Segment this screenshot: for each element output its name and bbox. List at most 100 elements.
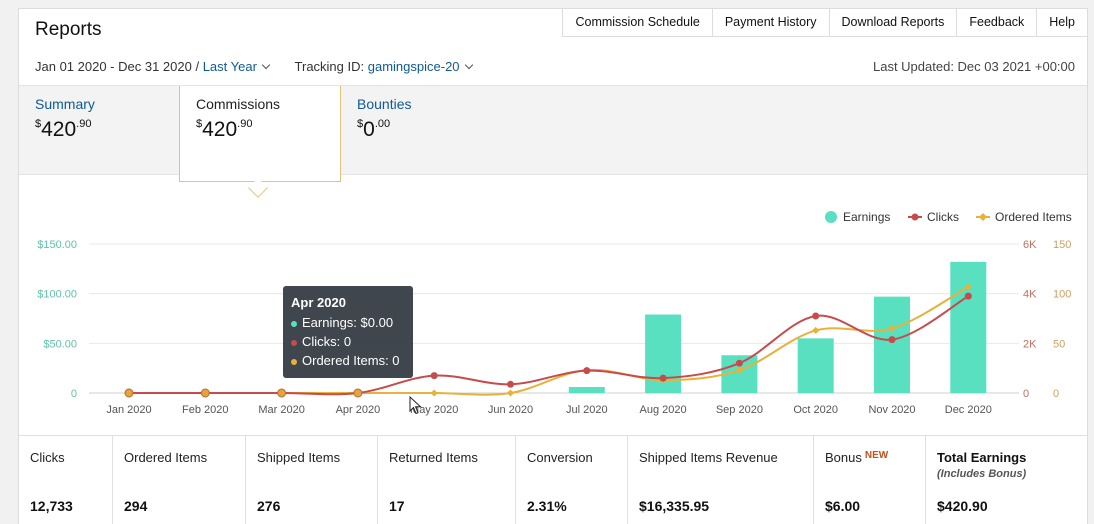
summary-tabs: Summary $420.90 Commissions $420.90 Boun… xyxy=(19,85,1087,182)
total-earnings-label: Total Earnings xyxy=(937,450,1027,465)
amount-whole: 0 xyxy=(363,118,375,141)
x-tick-label: Jan 2020 xyxy=(106,404,151,416)
x-tick-label: May 2020 xyxy=(410,404,458,416)
date-preset-dropdown[interactable]: Last Year xyxy=(203,59,271,74)
legend-label: Earnings xyxy=(843,210,890,224)
x-tick-label: Jul 2020 xyxy=(566,404,608,416)
stat-returned-items: Returned Items 17 xyxy=(378,436,516,524)
earnings-bar xyxy=(950,261,987,393)
tooltip-earnings-text: Earnings: $0.00 xyxy=(302,315,394,330)
download-reports-link[interactable]: Download Reports xyxy=(828,9,957,37)
stat-label: Conversion xyxy=(527,450,593,465)
y-tick-clicks: 2K xyxy=(1023,338,1037,350)
tooltip-earnings: Earnings: $0.00 xyxy=(291,315,405,330)
x-tick-label: Apr 2020 xyxy=(336,404,381,416)
x-tick-label: Nov 2020 xyxy=(868,404,915,416)
tooltip-ordered: Ordered Items: 0 xyxy=(291,353,405,368)
highlight-point xyxy=(353,388,363,398)
highlight-point xyxy=(124,388,134,398)
new-badge: NEW xyxy=(864,450,889,461)
stat-label: Shipped Items xyxy=(257,450,341,465)
stat-value: 276 xyxy=(257,498,281,514)
ordered-dot-icon xyxy=(291,358,297,365)
stat-value: $16,335.95 xyxy=(639,498,710,514)
tracking-id-dropdown[interactable]: Tracking ID: gamingspice-20 xyxy=(295,59,474,74)
legend-clicks-icon xyxy=(911,213,919,221)
currency-symbol: $ xyxy=(196,118,203,130)
y-tick-clicks: 6K xyxy=(1023,239,1037,251)
clicks-point xyxy=(812,312,820,320)
amount-whole: 420 xyxy=(202,118,238,141)
y-tick-ordered: 100 xyxy=(1053,289,1071,301)
y-tick-left: $150.00 xyxy=(37,239,77,251)
date-filter: Jan 01 2020 - Dec 31 2020 / Last Year Tr… xyxy=(35,59,474,74)
tab-bounties-label: Bounties xyxy=(357,96,412,112)
clicks-point xyxy=(964,292,972,300)
legend-earnings-icon xyxy=(825,211,837,223)
earnings-chart: 0 0 0 $50.00 2K 50 $100.00 4K 100 $150.00 6K 150 Jan… xyxy=(37,210,1071,416)
currency-symbol: $ xyxy=(35,118,42,130)
x-tick-label: Feb 2020 xyxy=(182,404,228,416)
last-updated: Last Updated: Dec 03 2021 +00:00 xyxy=(872,59,1075,74)
tab-commissions-label: Commissions xyxy=(196,96,281,112)
ordered-items-point xyxy=(964,283,972,291)
tab-summary-label: Summary xyxy=(35,96,95,112)
tab-bounties[interactable]: Bounties $0.00 xyxy=(341,86,501,176)
stat-label: Clicks xyxy=(30,450,65,465)
tab-commissions[interactable]: Commissions $420.90 xyxy=(179,86,341,182)
page-title: Reports xyxy=(35,19,102,40)
y-tick-ordered: 150 xyxy=(1053,239,1071,251)
reports-panel: Reports Commission Schedule Payment Hist… xyxy=(18,8,1088,524)
stat-bonus: Bonus NEW $6.00 xyxy=(814,436,926,524)
legend-ordered-icon xyxy=(979,213,987,221)
ordered-items-point xyxy=(507,389,514,397)
clicks-point xyxy=(507,380,514,388)
tab-summary[interactable]: Summary $420.90 xyxy=(19,86,179,176)
clicks-dot-icon xyxy=(291,339,297,346)
stat-clicks: Clicks 12,733 xyxy=(19,436,113,524)
stat-total-earnings: Total Earnings (Includes Bonus) $420.90 xyxy=(926,436,1087,524)
ordered-items-point xyxy=(888,324,896,332)
payment-history-link[interactable]: Payment History xyxy=(711,9,829,37)
tooltip-ordered-text: Ordered Items: 0 xyxy=(302,353,400,368)
stat-value: $420.90 xyxy=(937,498,988,514)
y-tick-ordered: 50 xyxy=(1053,338,1065,350)
feedback-link[interactable]: Feedback xyxy=(956,9,1037,37)
help-link[interactable]: Help xyxy=(1036,9,1087,37)
y-tick-left: 0 xyxy=(71,388,77,400)
amount-cents: .90 xyxy=(237,118,253,130)
stat-label: Ordered Items xyxy=(124,450,208,465)
stat-label: Bonus NEW xyxy=(825,450,925,465)
stat-label: Shipped Items Revenue xyxy=(639,450,778,465)
clicks-line xyxy=(129,295,969,396)
amount-cents: .00 xyxy=(374,118,391,130)
y-tick-clicks: 4K xyxy=(1023,289,1037,301)
clicks-point xyxy=(583,367,591,375)
date-range: Jan 01 2020 - Dec 31 2020 / xyxy=(35,59,200,74)
tooltip-clicks: Clicks: 0 xyxy=(291,334,405,349)
y-tick-left: $100.00 xyxy=(37,289,77,301)
amount-cents: .90 xyxy=(76,118,92,130)
earnings-dot-icon xyxy=(291,320,297,327)
stat-value: $6.00 xyxy=(825,498,861,514)
legend-label: Clicks xyxy=(927,210,959,224)
earnings-bar xyxy=(874,296,910,393)
tooltip-title: Apr 2020 xyxy=(291,295,346,310)
stat-conversion: Conversion 2.31% xyxy=(516,436,628,524)
earnings-bar xyxy=(568,387,605,393)
mouse-cursor-icon xyxy=(409,396,422,415)
commission-schedule-link[interactable]: Commission Schedule xyxy=(562,9,712,37)
y-tick-left: $50.00 xyxy=(43,338,77,350)
earnings-bar xyxy=(797,338,834,393)
x-tick-label: Aug 2020 xyxy=(640,404,687,416)
date-preset-label: Last Year xyxy=(202,59,257,74)
stat-value: 294 xyxy=(124,498,148,514)
x-tick-label: Mar 2020 xyxy=(258,404,304,416)
highlight-point xyxy=(200,388,210,398)
clicks-point xyxy=(735,359,743,367)
chart-tooltip: Apr 2020 Earnings: $0.00 Clicks: 0 Order… xyxy=(283,286,413,378)
tooltip-clicks-text: Clicks: 0 xyxy=(302,334,352,349)
stat-value: 2.31% xyxy=(527,498,567,514)
stats-row: Clicks 12,733 Ordered Items 294 Shipped … xyxy=(19,435,1087,524)
ordered-items-point xyxy=(430,389,438,397)
